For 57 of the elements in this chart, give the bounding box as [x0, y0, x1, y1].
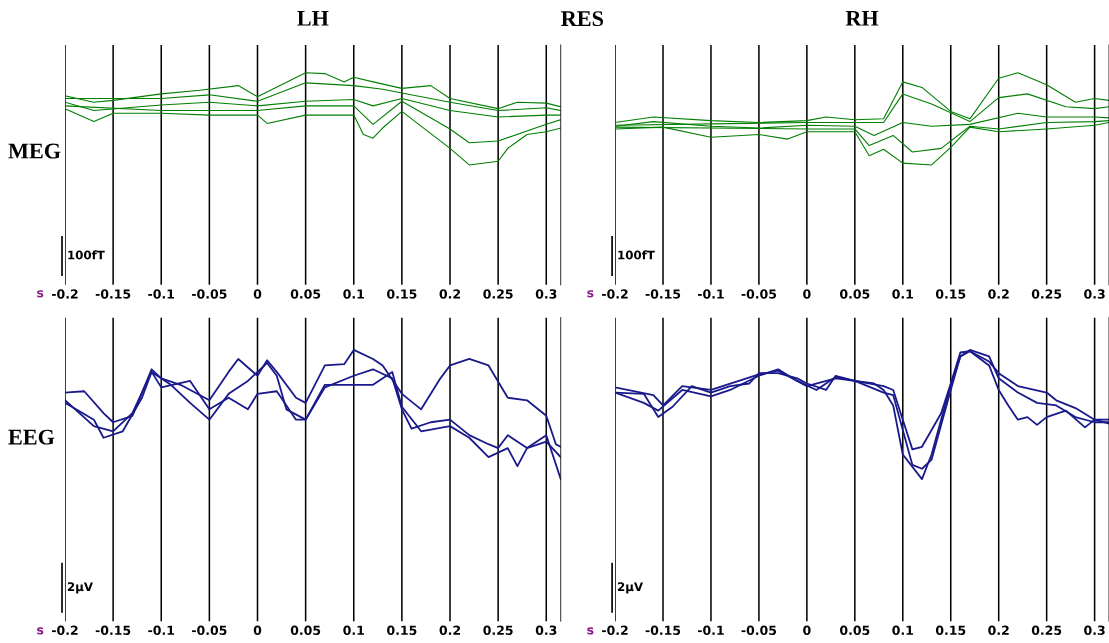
x-tick-label: -0.15 [95, 625, 131, 635]
x-tick-label: 0 [253, 289, 262, 299]
chart-title: RH [845, 11, 879, 26]
x-tick-label: -0.1 [148, 625, 175, 635]
x-tick-label: 0.1 [892, 625, 913, 635]
x-tick-label: 0.1 [343, 625, 364, 635]
x-tick-label: 0.2 [988, 625, 1009, 635]
x-tick-label: -0.1 [697, 289, 724, 299]
x-tick-label: 0 [803, 289, 811, 299]
x-tick-label: -0.1 [148, 289, 175, 299]
x-tick-label: -0.2 [602, 289, 628, 299]
x-tick-label: -0.2 [52, 625, 78, 635]
y-axis-title: EEG [8, 429, 55, 445]
text: 2µV [617, 582, 644, 594]
x-tick-label: 0.25 [1031, 289, 1062, 299]
x-tick-label: -0.2 [52, 289, 78, 299]
text: 100fT [68, 250, 105, 260]
x-axis-title: s [37, 290, 44, 298]
chart-title: LH [297, 11, 329, 26]
x-tick-label: 0.3 [535, 625, 557, 635]
x-tick-label: -0.15 [95, 289, 131, 299]
x-tick-label: 0.1 [892, 289, 913, 299]
y-axis-title: MEG [8, 143, 61, 159]
x-tick-label: -0.15 [645, 289, 681, 299]
x-tick-label: -0.1 [697, 625, 724, 635]
x-tick-label: 0.25 [1031, 625, 1062, 635]
x-tick-label: 0.15 [935, 625, 966, 635]
x-tick-label: 0.25 [483, 289, 513, 299]
x-tick-label: 0.3 [1084, 289, 1105, 299]
x-tick-label: 0.3 [1084, 625, 1105, 635]
x-tick-label: -0.15 [645, 625, 681, 635]
x-axis-title: s [37, 627, 44, 635]
x-tick-label: 0.1 [343, 289, 364, 299]
x-tick-label: 0.05 [290, 289, 321, 299]
x-tick-label: 0.25 [483, 625, 513, 635]
x-tick-label: -0.2 [602, 625, 628, 635]
x-tick-label: 0.15 [387, 625, 417, 635]
x-tick-label: 0.3 [535, 289, 557, 299]
text: 100fT [618, 250, 655, 260]
x-tick-label: 0.05 [840, 625, 870, 635]
x-tick-label: 0.2 [439, 625, 460, 635]
x-tick-label: -0.05 [192, 289, 227, 299]
x-tick-label: -0.05 [192, 625, 227, 635]
x-tick-label: 0.05 [290, 625, 321, 635]
x-axis-title: s [587, 627, 594, 635]
x-tick-label: 0.05 [840, 289, 870, 299]
x-tick-label: 0 [803, 625, 811, 635]
text: 2µV [67, 582, 93, 594]
text: RES [561, 11, 603, 27]
x-tick-label: 0 [253, 625, 262, 635]
x-tick-label: 0.2 [988, 289, 1009, 299]
x-tick-label: -0.05 [741, 289, 777, 299]
x-tick-label: 0.15 [387, 289, 417, 299]
x-tick-label: 0.2 [439, 289, 460, 299]
x-tick-label: -0.05 [741, 625, 777, 635]
x-axis-title: s [587, 290, 594, 298]
x-tick-label: 0.15 [935, 289, 966, 299]
